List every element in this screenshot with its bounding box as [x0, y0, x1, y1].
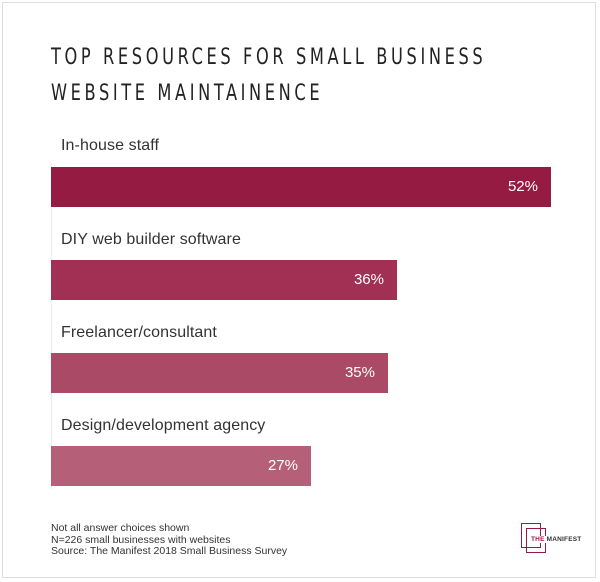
footnote-answer-choices: Not all answer choices shown — [51, 522, 190, 534]
chart-footnotes: Not all answer choices shown N=226 small… — [51, 522, 288, 558]
bar-diy-web-builder-software: 36% — [51, 260, 397, 300]
the-manifest-logo: THE MANIFEST — [520, 523, 583, 563]
category-label: Freelancer/consultant — [61, 324, 217, 341]
chart-title-line-2: WEBSITE MAINTAINENCE — [51, 81, 324, 106]
bar-freelancer-consultant: 35% — [51, 353, 388, 393]
bar-value-label: 36% — [353, 271, 384, 288]
category-label: Design/development agency — [61, 417, 266, 434]
y-axis-line — [51, 163, 52, 489]
logo-the-text: THE — [531, 536, 545, 543]
logo-square-icon — [521, 523, 541, 548]
bar-design-development-agency: 27% — [51, 446, 311, 486]
category-label: In-house staff — [61, 137, 160, 154]
footnote-source: Source: The Manifest 2018 Small Business… — [51, 545, 288, 557]
category-label: DIY web builder software — [61, 231, 241, 248]
bar-value-label: 27% — [267, 457, 298, 474]
chart-title-line-1: TOP RESOURCES FOR SMALL BUSINESS — [51, 45, 487, 70]
chart-title: TOP RESOURCES FOR SMALL BUSINESS WEBSITE… — [51, 40, 486, 112]
bar-value-label: 52% — [507, 178, 538, 195]
logo-manifest-text: MANIFEST — [546, 536, 582, 543]
bar-value-label: 35% — [344, 364, 375, 381]
footnote-sample-size: N=226 small businesses with websites — [51, 533, 231, 546]
logo-wordmark: THE MANIFEST — [530, 536, 583, 543]
bar-in-house-staff: 52% — [51, 167, 551, 207]
